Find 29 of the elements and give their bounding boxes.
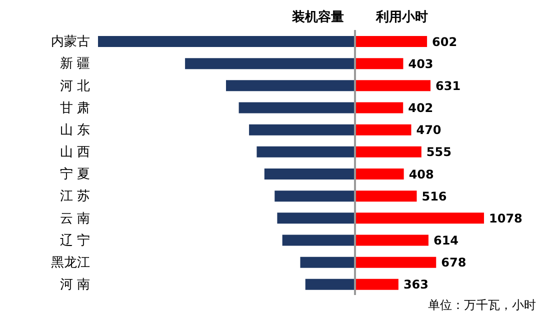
data-label: 614 — [433, 234, 459, 248]
y-tick-label: 云 南 — [60, 211, 90, 226]
data-label: 602 — [432, 34, 458, 49]
y-tick-label: 山 东 — [60, 122, 90, 138]
chart-title: 利用小时 — [374, 9, 429, 27]
y-tick-label: 江 苏 — [60, 189, 90, 204]
y-tick-label: 内蒙古 — [51, 34, 90, 50]
data-label: 403 — [408, 56, 434, 71]
y-tick-label: 新 疆 — [60, 56, 90, 72]
data-label: 678 — [441, 256, 466, 270]
bar — [355, 58, 404, 70]
data-label: 516 — [422, 189, 447, 204]
data-label: 470 — [416, 123, 442, 138]
y-tick-label: 辽 宁 — [60, 232, 90, 248]
data-label: 402 — [408, 101, 434, 116]
y-tick-label: 宁 夏 — [60, 166, 90, 182]
y-tick-label: 河 北 — [60, 78, 90, 94]
data-label: 408 — [408, 167, 434, 182]
data-label: 1078 — [489, 211, 522, 226]
data-label: 631 — [436, 78, 461, 93]
data-label: 555 — [426, 145, 452, 160]
data-label: 363 — [403, 278, 428, 292]
y-tick-label: 甘 肃 — [60, 100, 90, 116]
bar — [355, 36, 428, 47]
y-tick-label: 河 南 — [60, 278, 90, 293]
y-tick-label: 山 西 — [60, 145, 90, 160]
chart-title: 装机容量 — [291, 8, 345, 27]
text: 单位：万千瓦，小时 — [427, 297, 537, 314]
y-tick-label: 黑龙江 — [51, 255, 90, 270]
